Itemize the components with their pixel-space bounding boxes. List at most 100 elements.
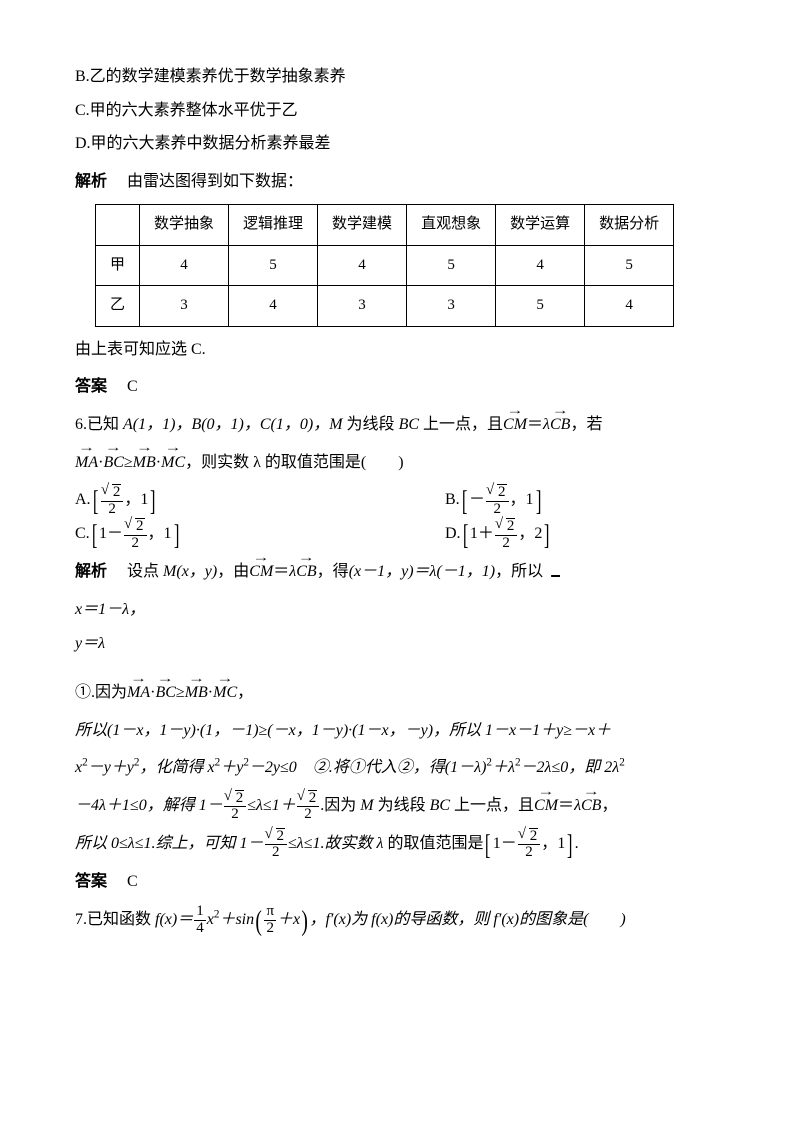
num: 2 [264,920,276,937]
table-cell: 3 [140,286,229,327]
vector-cb: CB [550,408,570,442]
vector-mc: MC [161,446,185,480]
text: 所以(1－x，1－y)·(1，－1)≥(－x，1－y)·(1－x，－y)，所以 … [75,722,611,739]
table-cell: 4 [318,245,407,286]
analysis-2-line4: x2－y＋y2，化简得 x2＋y2－2y≤0 ②.将①代入②，得(1－λ)2＋λ… [75,751,725,785]
table-cell: 5 [585,245,674,286]
text: 6.已知 [75,416,123,433]
option-c: C.甲的六大素养整体水平优于乙 [75,94,725,128]
text: (x－1，y)＝λ(－1，1) [349,563,495,580]
conclusion-1: 由上表可知应选 C. [75,333,725,367]
q7-stem: 7.已知函数 f(x)＝14x2＋sin(π2＋x)，f′(x)为 f(x)的导… [75,903,725,937]
table-cell: 4 [229,286,318,327]
table-cell: 逻辑推理 [229,205,318,246]
option-label: C. [75,525,90,542]
analysis-2-line5: －4λ＋1≤0，解得 1－22≤λ≤1＋22.因为 M 为线段 BC 上一点，且… [75,789,725,823]
text: 为线段 [343,416,399,433]
analysis-2-line1: 解析 设点 M(x，y)，由CM＝λCB，得(x－1，y)＝λ(－1，1)，所以 [75,555,725,589]
text: ，所以 [495,563,543,580]
num: 4 [194,920,206,937]
text: 7.已知函数 [75,911,155,928]
text: ，f′(x)为 f(x)的导函数，则 f′(x)的图象是( ) [309,911,625,928]
text: .因为 [320,797,360,814]
num: 1 [557,835,565,852]
q6-option-a: A.[22，1] [75,483,355,517]
analysis-2-line6: 所以 0≤λ≤1.综上，可知 1－22≤λ≤1.故实数 λ 的取值范围是[1－2… [75,827,725,861]
table-cell: 3 [318,286,407,327]
vector-cm: CM [249,555,273,589]
answer-label: 答案 [75,378,107,395]
num: 2 [497,484,507,501]
table-cell: 3 [407,286,496,327]
analysis-1: 解析 由雷达图得到如下数据： [75,165,725,199]
answer-2: 答案 C [75,865,725,899]
num: 2 [308,790,318,807]
table-cell: 数学抽象 [140,205,229,246]
table-cell: 5 [496,286,585,327]
analysis-text: 由雷达图得到如下数据： [127,173,303,190]
analysis-2-line3: 所以(1－x，1－y)·(1，－1)≥(－x，1－y)·(1－x，－y)，所以 … [75,714,725,748]
q6-option-b: B.[－22，1] [445,483,725,517]
vector-cm: CM [503,408,527,442]
score-table: 数学抽象 逻辑推理 数学建模 直观想象 数学运算 数据分析 甲 4 5 4 5 … [95,204,674,327]
text: 的取值范围是 [383,835,483,852]
case-2: y＝λ [75,627,725,661]
option-label: B. [445,491,460,508]
num: 2 [124,535,147,552]
text: 上一点，且 [450,797,534,814]
vector-cb: CB [581,789,601,823]
text: M(x，y) [163,563,217,580]
text: 上一点，且 [419,416,503,433]
table-cell: 4 [496,245,585,286]
vector-cb: CB [296,555,316,589]
text: ，化简得 x [140,759,215,776]
text: ①.因为 [75,684,127,701]
num: 2 [276,828,286,845]
text: M [360,797,373,814]
vector-bc: BC [155,676,175,710]
text: 为线段 [374,797,430,814]
text: ＋sin [219,911,254,928]
text: －4λ＋1≤0，解得 1－ [75,797,223,814]
table-cell: 4 [140,245,229,286]
text: 所以 0≤λ≤1.综上，可知 1－ [75,835,264,852]
num: 2 [224,806,247,823]
analysis-label: 解析 [75,173,107,190]
text: ＋x [277,911,300,928]
text: ≤λ≤1.故实数 [288,835,377,852]
num: 2 [486,501,509,518]
num: 2 [265,844,288,861]
text: x [207,911,214,928]
num: 2 [495,535,518,552]
num: 2 [518,844,541,861]
table-cell: 5 [229,245,318,286]
table-row: 数学抽象 逻辑推理 数学建模 直观想象 数学运算 数据分析 [96,205,674,246]
table-cell: 乙 [96,286,140,327]
analysis-2-line2: ①.因为MA·BC≥MB·MC， [75,676,725,710]
num: 2 [135,518,145,535]
text: A(1，1)，B(0，1)，C(1，0)，M [123,416,343,433]
text: BC [399,416,419,433]
case-1: x＝1－λ， [75,593,725,627]
text: ，若 [570,416,602,433]
vector-mc: MC [213,676,237,710]
table-row: 乙 3 4 3 3 5 4 [96,286,674,327]
q6-option-d: D.[1＋22，2] [445,517,725,551]
table-cell: 数据分析 [585,205,674,246]
num: 2 [112,484,122,501]
table-cell: 甲 [96,245,140,286]
vector-mb: MB [133,446,156,480]
text: ＋λ [492,759,515,776]
vector-bc: BC [103,446,123,480]
table-row: 甲 4 5 4 5 4 5 [96,245,674,286]
num: 2 [534,525,542,542]
q6-options: A.[22，1] C.[1－22，1] B.[－22，1] D.[1＋22，2] [75,483,725,551]
text: 设点 [127,563,163,580]
answer-label: 答案 [75,873,107,890]
text: －2λ≤0，即 2λ [521,759,620,776]
q6-cond2: MA·BC≥MB·MC，则实数 λ 的取值范围是( ) [75,446,725,480]
option-label: D. [445,525,461,542]
text: f(x)＝ [155,911,193,928]
vector-cm: CM [534,789,558,823]
table-cell: 4 [585,286,674,327]
